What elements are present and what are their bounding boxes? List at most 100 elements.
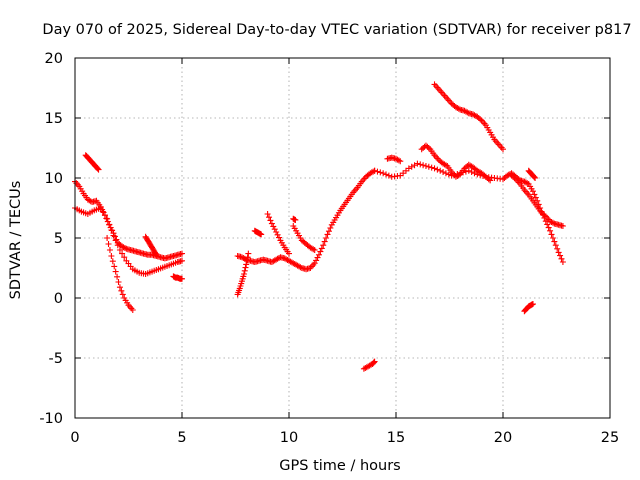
data-point <box>465 167 472 174</box>
series-trace-j <box>290 223 318 253</box>
data-point <box>318 245 325 252</box>
data-point <box>529 188 536 195</box>
data-point <box>109 258 116 265</box>
data-point <box>383 171 390 178</box>
series-trace-r <box>508 172 566 229</box>
data-point <box>104 215 111 222</box>
data-point <box>485 176 492 183</box>
data-point <box>531 191 538 198</box>
data-point <box>245 250 252 257</box>
data-point <box>113 236 120 243</box>
data-point <box>321 238 328 245</box>
data-point <box>104 218 111 225</box>
data-point <box>455 172 462 179</box>
data-point <box>292 217 299 223</box>
data-point <box>422 163 429 169</box>
y-tick-label: -5 <box>49 351 63 367</box>
series-trace-n <box>371 160 566 265</box>
data-point <box>547 227 554 234</box>
data-point <box>108 253 115 259</box>
series-trace-g <box>234 167 378 273</box>
data-point <box>264 211 271 217</box>
data-point <box>437 167 444 174</box>
data-point <box>414 160 421 167</box>
data-point <box>549 235 556 241</box>
data-point <box>106 247 113 253</box>
data-point <box>97 205 104 211</box>
data-point <box>94 165 101 172</box>
series-trace-o <box>384 154 404 165</box>
data-point <box>317 248 324 255</box>
data-point <box>371 358 378 365</box>
data-point <box>532 175 539 181</box>
data-point <box>487 177 494 184</box>
data-point <box>274 231 281 238</box>
data-point <box>115 279 122 285</box>
data-point <box>121 254 128 261</box>
data-point <box>370 359 377 366</box>
data-point <box>179 275 185 282</box>
data-point <box>112 237 119 244</box>
data-point <box>101 212 108 219</box>
x-axis-label: GPS time / hours <box>279 458 400 474</box>
data-point <box>106 221 113 228</box>
x-tick-label: 25 <box>601 430 619 446</box>
data-point <box>468 169 475 175</box>
series-trace-h <box>234 250 252 298</box>
data-point <box>110 232 117 239</box>
data-point <box>114 273 121 280</box>
data-point <box>552 242 559 249</box>
data-point <box>286 250 292 257</box>
series-trace-a <box>72 178 185 262</box>
grid-lines <box>75 58 610 418</box>
data-point <box>325 228 332 235</box>
data-point <box>324 231 331 238</box>
data-point <box>551 238 558 245</box>
data-point <box>276 234 283 241</box>
data-point <box>104 235 111 241</box>
data-point <box>371 167 378 174</box>
y-tick-label: 5 <box>54 231 63 247</box>
data-point <box>425 163 432 170</box>
y-axis-label: SDTVAR / TECUs <box>8 181 24 300</box>
x-tick-label: 5 <box>177 430 186 446</box>
y-tick-label: 10 <box>45 171 63 187</box>
y-tick-label: 15 <box>45 111 63 127</box>
axis-ticks: 0 5 10 15 20 25 -10 -5 0 5 10 15 20 <box>39 51 619 446</box>
data-point <box>500 146 506 153</box>
series-trace-m <box>360 358 378 372</box>
data-point <box>557 252 564 259</box>
data-point <box>152 250 159 257</box>
data-point <box>244 254 251 261</box>
data-point <box>243 261 250 268</box>
x-tick-label: 0 <box>70 430 79 446</box>
data-point <box>268 220 275 227</box>
data-point <box>310 246 317 253</box>
data-point <box>385 172 392 179</box>
data-point <box>179 250 185 257</box>
data-point <box>153 251 160 258</box>
data-point <box>99 208 106 215</box>
data-point <box>241 271 248 277</box>
series-trace-l <box>290 215 299 223</box>
y-tick-label: 0 <box>54 291 63 307</box>
data-traces <box>72 81 566 372</box>
data-point <box>114 242 121 249</box>
data-point <box>258 231 265 238</box>
data-point <box>442 170 449 177</box>
data-point <box>116 284 123 291</box>
data-point <box>119 291 126 298</box>
data-point <box>111 233 118 240</box>
data-point <box>529 301 536 307</box>
data-point <box>267 217 274 224</box>
data-point <box>95 166 102 173</box>
data-point <box>532 194 539 201</box>
data-point <box>428 164 435 171</box>
data-point <box>314 254 321 261</box>
data-point <box>266 214 273 221</box>
data-point <box>112 268 119 275</box>
y-tick-label: -10 <box>39 411 63 427</box>
data-point <box>395 157 402 164</box>
series-trace-q <box>431 81 506 153</box>
data-point <box>179 257 185 264</box>
